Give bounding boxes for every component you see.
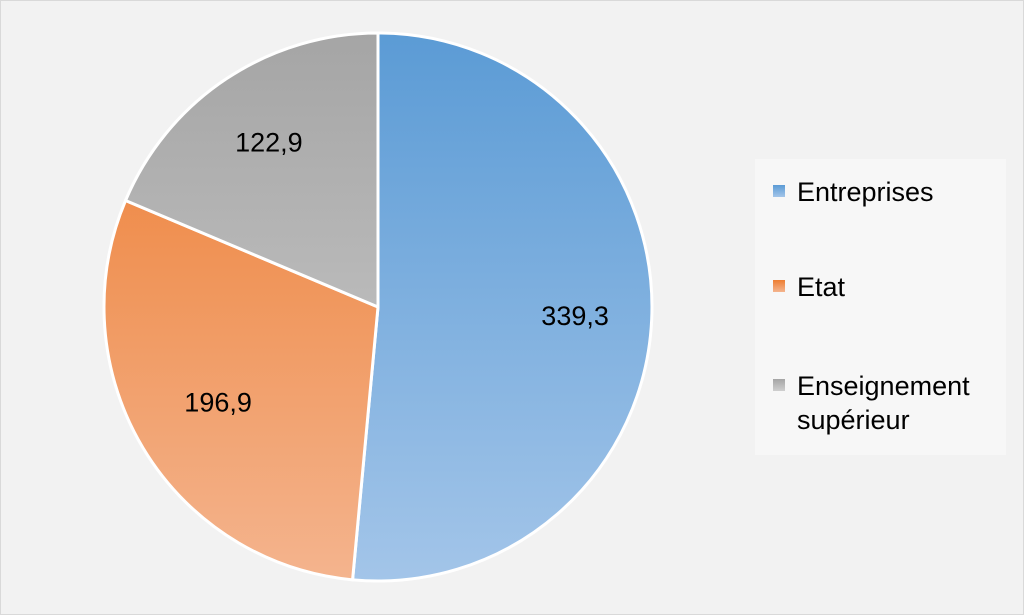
- legend-item-etat: Etat: [773, 270, 1007, 304]
- legend-swatch-etat: [773, 280, 785, 292]
- pie-data-labels: 339,3 196,9 122,9: [184, 128, 609, 418]
- data-label-enseignement-superieur: 122,9: [235, 128, 303, 158]
- data-label-etat: 196,9: [184, 388, 252, 418]
- pie-slices: [102, 31, 654, 583]
- data-label-entreprises: 339,3: [541, 301, 609, 331]
- pie-slice-etat: [102, 199, 380, 582]
- legend-item-enseignement-superieur: Enseignement supérieur: [773, 369, 1007, 437]
- legend-swatch-entreprises: [773, 185, 785, 197]
- legend-swatch-enseignement-superieur: [773, 379, 785, 391]
- legend-label-etat: Etat: [797, 272, 846, 302]
- legend-item-entreprises: Entreprises: [773, 175, 1007, 209]
- legend-label-entreprises: Entreprises: [797, 177, 934, 207]
- pie-slice-entreprises: [351, 31, 654, 583]
- legend: Entreprises Etat Enseignement supérieur: [755, 159, 1006, 455]
- pie-slice-enseignement-superieur: [124, 31, 380, 309]
- legend-label-enseignement-superieur: Enseignement supérieur: [797, 371, 970, 435]
